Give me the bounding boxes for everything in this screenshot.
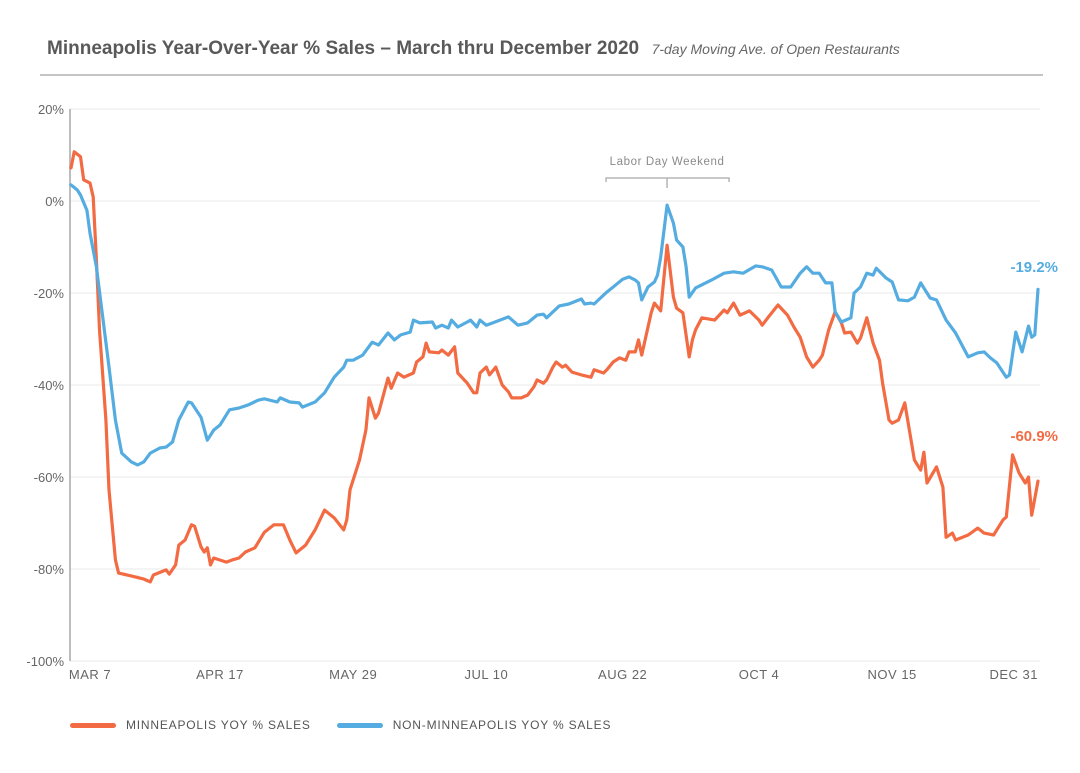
legend-label-minneapolis: MINNEAPOLIS YOY % SALES — [126, 718, 311, 732]
x-tick-label: MAY 29 — [329, 667, 377, 682]
x-tick-label: AUG 22 — [598, 667, 647, 682]
chart-title: Minneapolis Year-Over-Year % Sales – Mar… — [47, 38, 640, 59]
end-value-label: -19.2% — [1010, 259, 1058, 276]
x-tick-label: DEC 31 — [989, 667, 1038, 682]
y-tick-label: -20% — [34, 286, 65, 301]
legend: MINNEAPOLIS YOY % SALES NON-MINNEAPOLIS … — [70, 718, 637, 732]
legend-item-minneapolis: MINNEAPOLIS YOY % SALES — [70, 718, 311, 732]
legend-item-non-minneapolis: NON-MINNEAPOLIS YOY % SALES — [336, 718, 612, 732]
legend-swatch-minneapolis — [70, 722, 116, 728]
x-tick-label: NOV 15 — [868, 667, 917, 682]
end-value-label: -60.9% — [1010, 428, 1058, 445]
y-tick-label: 0% — [45, 194, 64, 209]
x-tick-label: MAR 7 — [69, 667, 111, 682]
chart-subtitle: 7-day Moving Ave. of Open Restaurants — [651, 41, 900, 57]
legend-swatch-non-minneapolis — [336, 722, 383, 728]
y-tick-label: -40% — [34, 378, 65, 393]
annotation-bracket — [605, 177, 730, 188]
title-divider — [40, 74, 1043, 76]
x-tick-label: OCT 4 — [739, 667, 780, 682]
x-tick-label: APR 17 — [196, 667, 244, 682]
x-tick-label: JUL 10 — [464, 667, 508, 682]
y-tick-label: -100% — [26, 654, 64, 669]
y-tick-label: -80% — [34, 562, 65, 577]
legend-label-non-minneapolis: NON-MINNEAPOLIS YOY % SALES — [392, 718, 612, 732]
y-tick-label: 20% — [38, 102, 64, 117]
annotation-label: Labor Day Weekend — [610, 156, 725, 168]
chart-title-row: Minneapolis Year-Over-Year % Sales – Mar… — [47, 38, 900, 60]
y-tick-label: -60% — [34, 470, 65, 485]
series-line-non-minneapolis — [69, 183, 1040, 467]
series-line-minneapolis — [69, 150, 1040, 584]
